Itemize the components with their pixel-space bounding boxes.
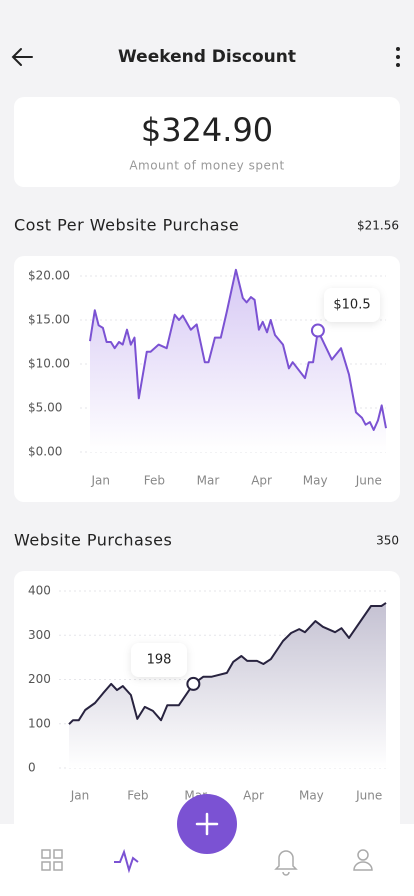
y-tick-label: $10.00 [28,357,70,371]
y-tick-label: $15.00 [28,313,70,327]
amount: $324.90 [141,111,273,149]
chart-summary: $21.56 [357,219,399,233]
x-tick-label: Jan [90,474,110,488]
page-title: Weekend Discount [118,47,296,67]
area [90,269,386,452]
amount-caption: Amount of money spent [129,159,284,173]
more-button[interactable] [396,47,400,67]
chart-summary: 350 [376,534,399,548]
summary-card [14,97,400,187]
x-tick-label: Mar [197,474,220,488]
x-tick-label: Apr [251,474,272,488]
tooltip [131,643,187,677]
x-tick-label: June [355,474,382,488]
x-tick-label: June [355,789,382,803]
add-icon [195,812,219,836]
y-tick-label: $5.00 [28,401,62,415]
y-tick-label: 300 [28,628,51,642]
y-tick-label: 400 [28,584,51,598]
back-button[interactable] [11,48,33,66]
tooltip-label: $10.5 [333,298,370,313]
highlight-point [310,323,325,338]
y-tick-label: 200 [28,672,51,686]
x-tick-label: Feb [144,474,165,488]
y-tick-label: $0.00 [28,445,62,459]
x-tick-label: Jan [70,789,90,803]
nav-profile[interactable] [353,849,373,871]
y-tick-label: 100 [28,716,51,730]
nav-activity[interactable] [114,848,139,874]
area [69,602,386,768]
tooltip [324,288,380,322]
line [68,602,387,725]
nav-notifications[interactable] [274,850,298,876]
x-tick-label: Apr [243,789,264,803]
highlight-point [186,676,201,691]
x-tick-label: May [299,789,324,803]
x-tick-label: May [303,474,328,488]
y-tick-label: 0 [28,761,36,775]
x-tick-label: Feb [127,789,148,803]
nav-dashboard[interactable] [41,849,63,871]
chart-title: Cost Per Website Purchase [14,216,239,235]
chart-title: Website Purchases [14,531,172,550]
y-tick-label: $20.00 [28,269,70,283]
line [89,268,387,431]
tooltip-label: 198 [147,653,172,668]
